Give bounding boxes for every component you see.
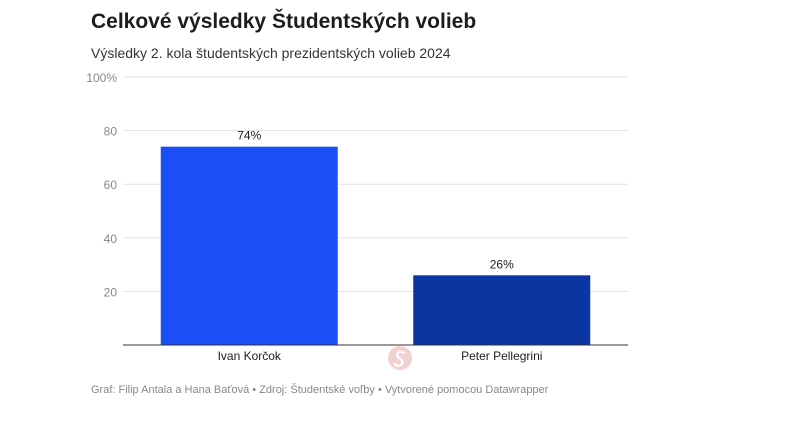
bar xyxy=(413,275,591,345)
footer-source: Zdroj: Študentské voľby xyxy=(259,384,375,396)
chart-footer: Graf: Filip Antala a Hana Baťová • Zdroj… xyxy=(91,384,548,396)
chart-title: Celkové výsledky Študentských volieb xyxy=(91,10,477,33)
y-tick-label: 40 xyxy=(104,232,118,246)
y-tick-label: 100% xyxy=(86,71,117,85)
y-tick-label: 80 xyxy=(104,125,118,139)
y-tick-label: 20 xyxy=(104,285,118,299)
footer-tool: Vytvorené pomocou Datawrapper xyxy=(384,384,549,396)
footer-separator: • xyxy=(374,384,385,396)
bar-value-label: 74% xyxy=(237,129,261,143)
bar-value-label: 26% xyxy=(490,257,514,271)
footer-credit: Graf: Filip Antala a Hana Baťová xyxy=(91,384,250,396)
footer-separator: • xyxy=(249,384,260,396)
chart-subtitle: Výsledky 2. kola študentských prezidents… xyxy=(91,45,451,61)
y-tick-label: 60 xyxy=(104,178,118,192)
x-tick-label: Ivan Korčok xyxy=(218,349,282,363)
bar xyxy=(160,146,338,345)
x-tick-label: Peter Pellegrini xyxy=(461,349,542,363)
watermark-logo-icon xyxy=(388,346,412,370)
